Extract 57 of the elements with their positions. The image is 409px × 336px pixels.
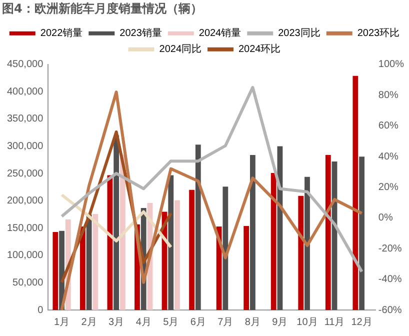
y2-tick-label: -60% — [378, 304, 402, 316]
y2-tick-label: -20% — [378, 243, 402, 254]
x-tick-label: 10月 — [296, 316, 318, 328]
y-tick-label: 250,000 — [6, 168, 44, 180]
bar — [86, 214, 92, 310]
bar — [298, 196, 304, 310]
y-tick-label: 150,000 — [6, 222, 44, 234]
bar — [92, 214, 98, 310]
x-tick-label: 6月 — [190, 316, 206, 328]
y2-tick-label: 40% — [378, 151, 399, 162]
legend-label: 2024环比 — [238, 43, 281, 56]
legend-label: 2022销量 — [40, 28, 83, 40]
bar — [270, 173, 276, 310]
bar — [80, 226, 86, 310]
legend-label: 2023环比 — [357, 27, 400, 40]
legend-label: 2023销量 — [120, 28, 162, 40]
x-tick-label: 3月 — [108, 316, 124, 328]
bar — [174, 200, 180, 310]
chart-title: 图4：欧洲新能车月度销量情况（辆） — [2, 1, 202, 16]
x-tick-label: 12月 — [351, 316, 372, 328]
y2-tick-label: 0% — [378, 212, 393, 224]
bar — [114, 135, 120, 310]
y2-tick-label: 20% — [378, 182, 399, 193]
x-tick-label: 11月 — [324, 316, 345, 328]
bar — [168, 175, 174, 310]
y2-tick-label: -40% — [378, 274, 402, 286]
y-tick-label: 100,000 — [6, 250, 44, 262]
x-tick-label: 5月 — [163, 316, 179, 328]
x-tick-label: 1月 — [54, 316, 70, 328]
bar — [359, 156, 364, 310]
y-tick-label: 350,000 — [6, 114, 44, 125]
legend-label: 2023同比 — [278, 27, 320, 40]
x-tick-label: 2月 — [81, 316, 97, 328]
x-tick-label: 9月 — [272, 316, 288, 328]
bar — [352, 76, 358, 310]
x-tick-label: 7月 — [218, 316, 234, 328]
bar — [244, 226, 250, 310]
y-tick-label: 200,000 — [6, 196, 44, 207]
bar — [325, 155, 331, 310]
y-tick-label: 50,000 — [12, 277, 44, 288]
bar — [250, 155, 256, 310]
y-tick-label: 300,000 — [6, 141, 44, 152]
bar — [52, 232, 58, 310]
bar — [195, 144, 201, 310]
y-tick-label: 400,000 — [6, 86, 44, 98]
legend-label: 2024销量 — [198, 28, 242, 40]
bar — [222, 186, 228, 310]
bar — [304, 176, 310, 310]
x-tick-label: 8月 — [244, 316, 260, 328]
bar — [189, 190, 194, 310]
y2-tick-label: 80% — [378, 90, 399, 101]
y2-tick-label: 60% — [378, 120, 399, 132]
legend-label: 2024同比 — [159, 43, 202, 56]
y-tick-label: 0 — [38, 304, 44, 316]
y-tick-label: 450,000 — [6, 59, 44, 70]
x-tick-label: 4月 — [136, 316, 152, 328]
y2-tick-label: 100% — [378, 59, 404, 70]
